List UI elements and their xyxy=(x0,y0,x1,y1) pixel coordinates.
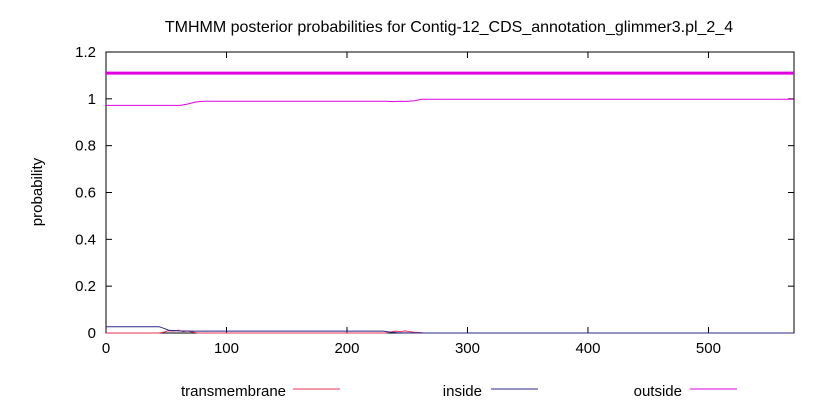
y-tick-label: 0.2 xyxy=(75,278,96,295)
legend-label-outside: outside xyxy=(634,383,682,400)
x-tick-label: 400 xyxy=(575,340,600,357)
y-tick-label: 1.2 xyxy=(75,44,96,61)
x-tick-label: 300 xyxy=(455,340,480,357)
series-line-outside xyxy=(106,98,794,106)
series-line-inside xyxy=(106,326,794,334)
y-axis-label: probability xyxy=(29,157,46,226)
plot-area: 0 100 200 300 400 500 0 0.2 0.4 0.6 0.8 1 1.2 xyxy=(75,44,795,357)
y-tick-label: 1 xyxy=(88,91,96,108)
x-axis: 0 100 200 300 400 500 xyxy=(102,52,721,357)
y-tick-label: 0.6 xyxy=(75,185,96,202)
y-tick-label: 0 xyxy=(88,325,96,342)
legend: transmembrane inside outside xyxy=(181,383,737,400)
series-line-transmembrane xyxy=(106,329,794,334)
legend-label-inside: inside xyxy=(443,383,482,400)
legend-label-transmembrane: transmembrane xyxy=(181,383,286,400)
plot-frame xyxy=(105,51,795,334)
x-tick-label: 500 xyxy=(696,340,721,357)
y-tick-label: 0.8 xyxy=(75,138,96,155)
y-axis: 0 0.2 0.4 0.6 0.8 1 1.2 xyxy=(75,44,794,342)
x-tick-label: 200 xyxy=(334,340,359,357)
x-tick-label: 0 xyxy=(102,340,110,357)
chart-title: TMHMM posterior probabilities for Contig… xyxy=(165,19,733,36)
y-tick-label: 0.4 xyxy=(75,231,96,248)
x-tick-label: 100 xyxy=(214,340,239,357)
series-lines xyxy=(106,71,794,334)
